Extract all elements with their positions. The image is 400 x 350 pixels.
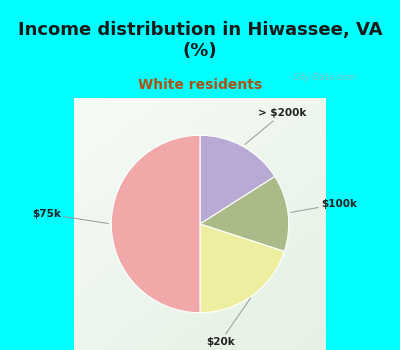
Wedge shape: [200, 224, 284, 313]
Text: > $200k: > $200k: [245, 108, 307, 145]
Text: Income distribution in Hiwassee, VA
(%): Income distribution in Hiwassee, VA (%): [18, 21, 382, 60]
Wedge shape: [111, 135, 200, 313]
Text: City-Data.com: City-Data.com: [292, 73, 356, 82]
Text: White residents: White residents: [138, 78, 262, 92]
Wedge shape: [200, 176, 289, 251]
Text: $100k: $100k: [291, 199, 357, 212]
Text: $75k: $75k: [32, 209, 108, 224]
Text: $20k: $20k: [206, 298, 250, 347]
Wedge shape: [200, 135, 275, 224]
